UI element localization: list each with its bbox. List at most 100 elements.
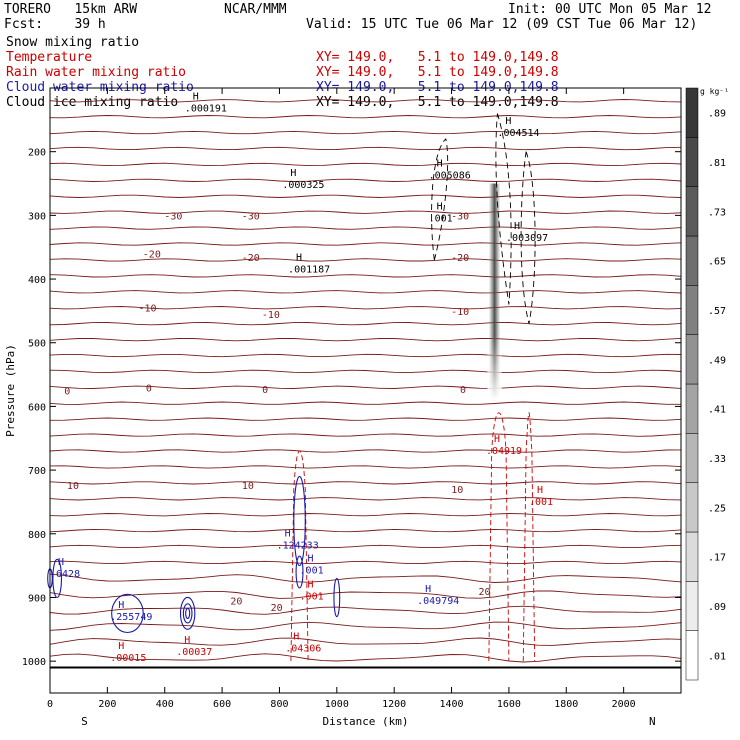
isotherm-line [49,544,682,549]
colorbar-segment [685,630,699,681]
maximum-marker: H [296,253,302,264]
isotherm-line [49,146,682,151]
maximum-marker: H [425,584,431,595]
y-tick-label: 200 [28,148,46,159]
isotherm-line [49,621,682,631]
isotherm-line [49,337,682,342]
field-snow: Snow mixing ratio [6,35,140,50]
y-tick-label: 500 [28,339,46,350]
field-temperature-xy: XY= 149.0, 5.1 to 149.0,149.8 [316,50,559,65]
maximum-marker: H [285,528,291,539]
isotherm-label: -30 [242,211,260,222]
maximum-marker: H [184,635,190,646]
maximum-value: .04919 [486,446,522,457]
isotherm-label: -20 [143,250,161,261]
maximum-value: .005086 [429,170,471,181]
isotherm-label: -30 [164,211,182,222]
init-time: Init: 00 UTC Mon 05 Mar 12 [508,2,712,17]
maximum-value: .001 [429,214,453,225]
isotherm-line [49,528,682,533]
colorbar-label: .17 [708,553,726,564]
y-tick-label: 900 [28,593,46,604]
colorbar-label: .25 [708,503,726,514]
isotherm-line [49,274,682,278]
colorbar-unit: g kg⁻¹ [700,87,729,96]
isotherm-line [49,353,682,358]
maximum-value: .00037 [176,647,212,658]
field-cloud-ice-xy: XY= 149.0, 5.1 to 149.0,149.8 [316,95,559,110]
x-axis-label: Distance (km) [322,715,408,728]
maximum-value: .04306 [285,644,321,655]
x-tick-label: 0 [47,699,53,710]
y-tick-label: 1000 [22,657,46,668]
cloud-water-contour [179,596,196,630]
maximum-value: .001 [529,497,553,508]
colorbar-segment [685,581,699,631]
isotherm-line [49,258,682,262]
colorbar-segment [685,433,699,483]
isotherm-line [49,210,682,214]
isotherm-line [49,590,682,599]
colorbar-segment [685,235,699,286]
isotherm-line [49,162,682,167]
y-tick-label: 300 [28,211,46,222]
colorbar-segment [685,531,699,582]
x-tick-label: 1200 [382,699,406,710]
field-temperature: Temperature [6,50,93,65]
x-tick-label: 1600 [497,699,521,710]
maximum-value: .003097 [506,233,548,244]
y-tick-label: 400 [28,275,46,286]
maximum-value: .6428 [50,569,80,580]
colorbar-segment [685,334,699,385]
isotherm-line [49,242,682,246]
x-tick-label: 1400 [439,699,463,710]
isotherm-line [49,465,682,469]
forecast-hour: Fcst: 39 h [4,17,106,32]
isotherm-label: 10 [451,485,463,496]
colorbar-label: .09 [708,602,726,613]
y-tick-label: 700 [28,466,46,477]
isotherm-label: 20 [230,597,242,608]
isotherm-line [49,449,682,453]
y-tick-label: 600 [28,402,46,413]
isotherm-label: -30 [451,211,469,222]
rain-contour [488,412,510,662]
maximum-value: .001 [300,565,324,576]
maximum-marker: H [514,221,520,232]
colorbar-label: .41 [708,405,726,416]
cloud-water-contour [111,593,144,634]
maximum-value: .255749 [110,612,152,623]
colorbar-label: .57 [708,306,726,317]
isotherm-line [49,290,682,294]
colorbar-segment [685,482,699,533]
maximum-marker: H [193,92,199,103]
cloud-water-contour [333,577,341,618]
colorbar-segment [685,186,699,237]
cloud-water-contour [295,555,304,589]
isotherm-line [49,433,682,437]
isotherm-line [49,385,682,389]
cloud-water-contour [52,558,63,599]
colorbar-segment [685,87,699,138]
isotherm-line [49,605,682,615]
isotherm-line [49,130,682,135]
isotherm-label: 10 [242,481,254,492]
isotherm-line [49,513,682,517]
cloud-water-contour [185,607,191,620]
maximum-value: .00015 [110,653,146,664]
maximum-value: .004514 [497,128,539,139]
x-tick-label: 600 [213,699,231,710]
isotherm-label: 20 [271,603,283,614]
colorbar-label: .33 [708,454,726,465]
snow-contour [495,113,512,305]
maximum-marker: H [290,168,296,179]
maximum-marker: H [308,579,314,590]
maximum-value: .001187 [288,265,330,276]
isotherm-line [49,322,682,326]
isotherm-line [49,178,682,182]
field-rain-xy: XY= 149.0, 5.1 to 149.0,149.8 [316,65,559,80]
isotherm-label: 20 [479,587,491,598]
x-tick-label: 2000 [612,699,636,710]
snow-contour [431,138,449,261]
rain-contour [522,412,536,662]
